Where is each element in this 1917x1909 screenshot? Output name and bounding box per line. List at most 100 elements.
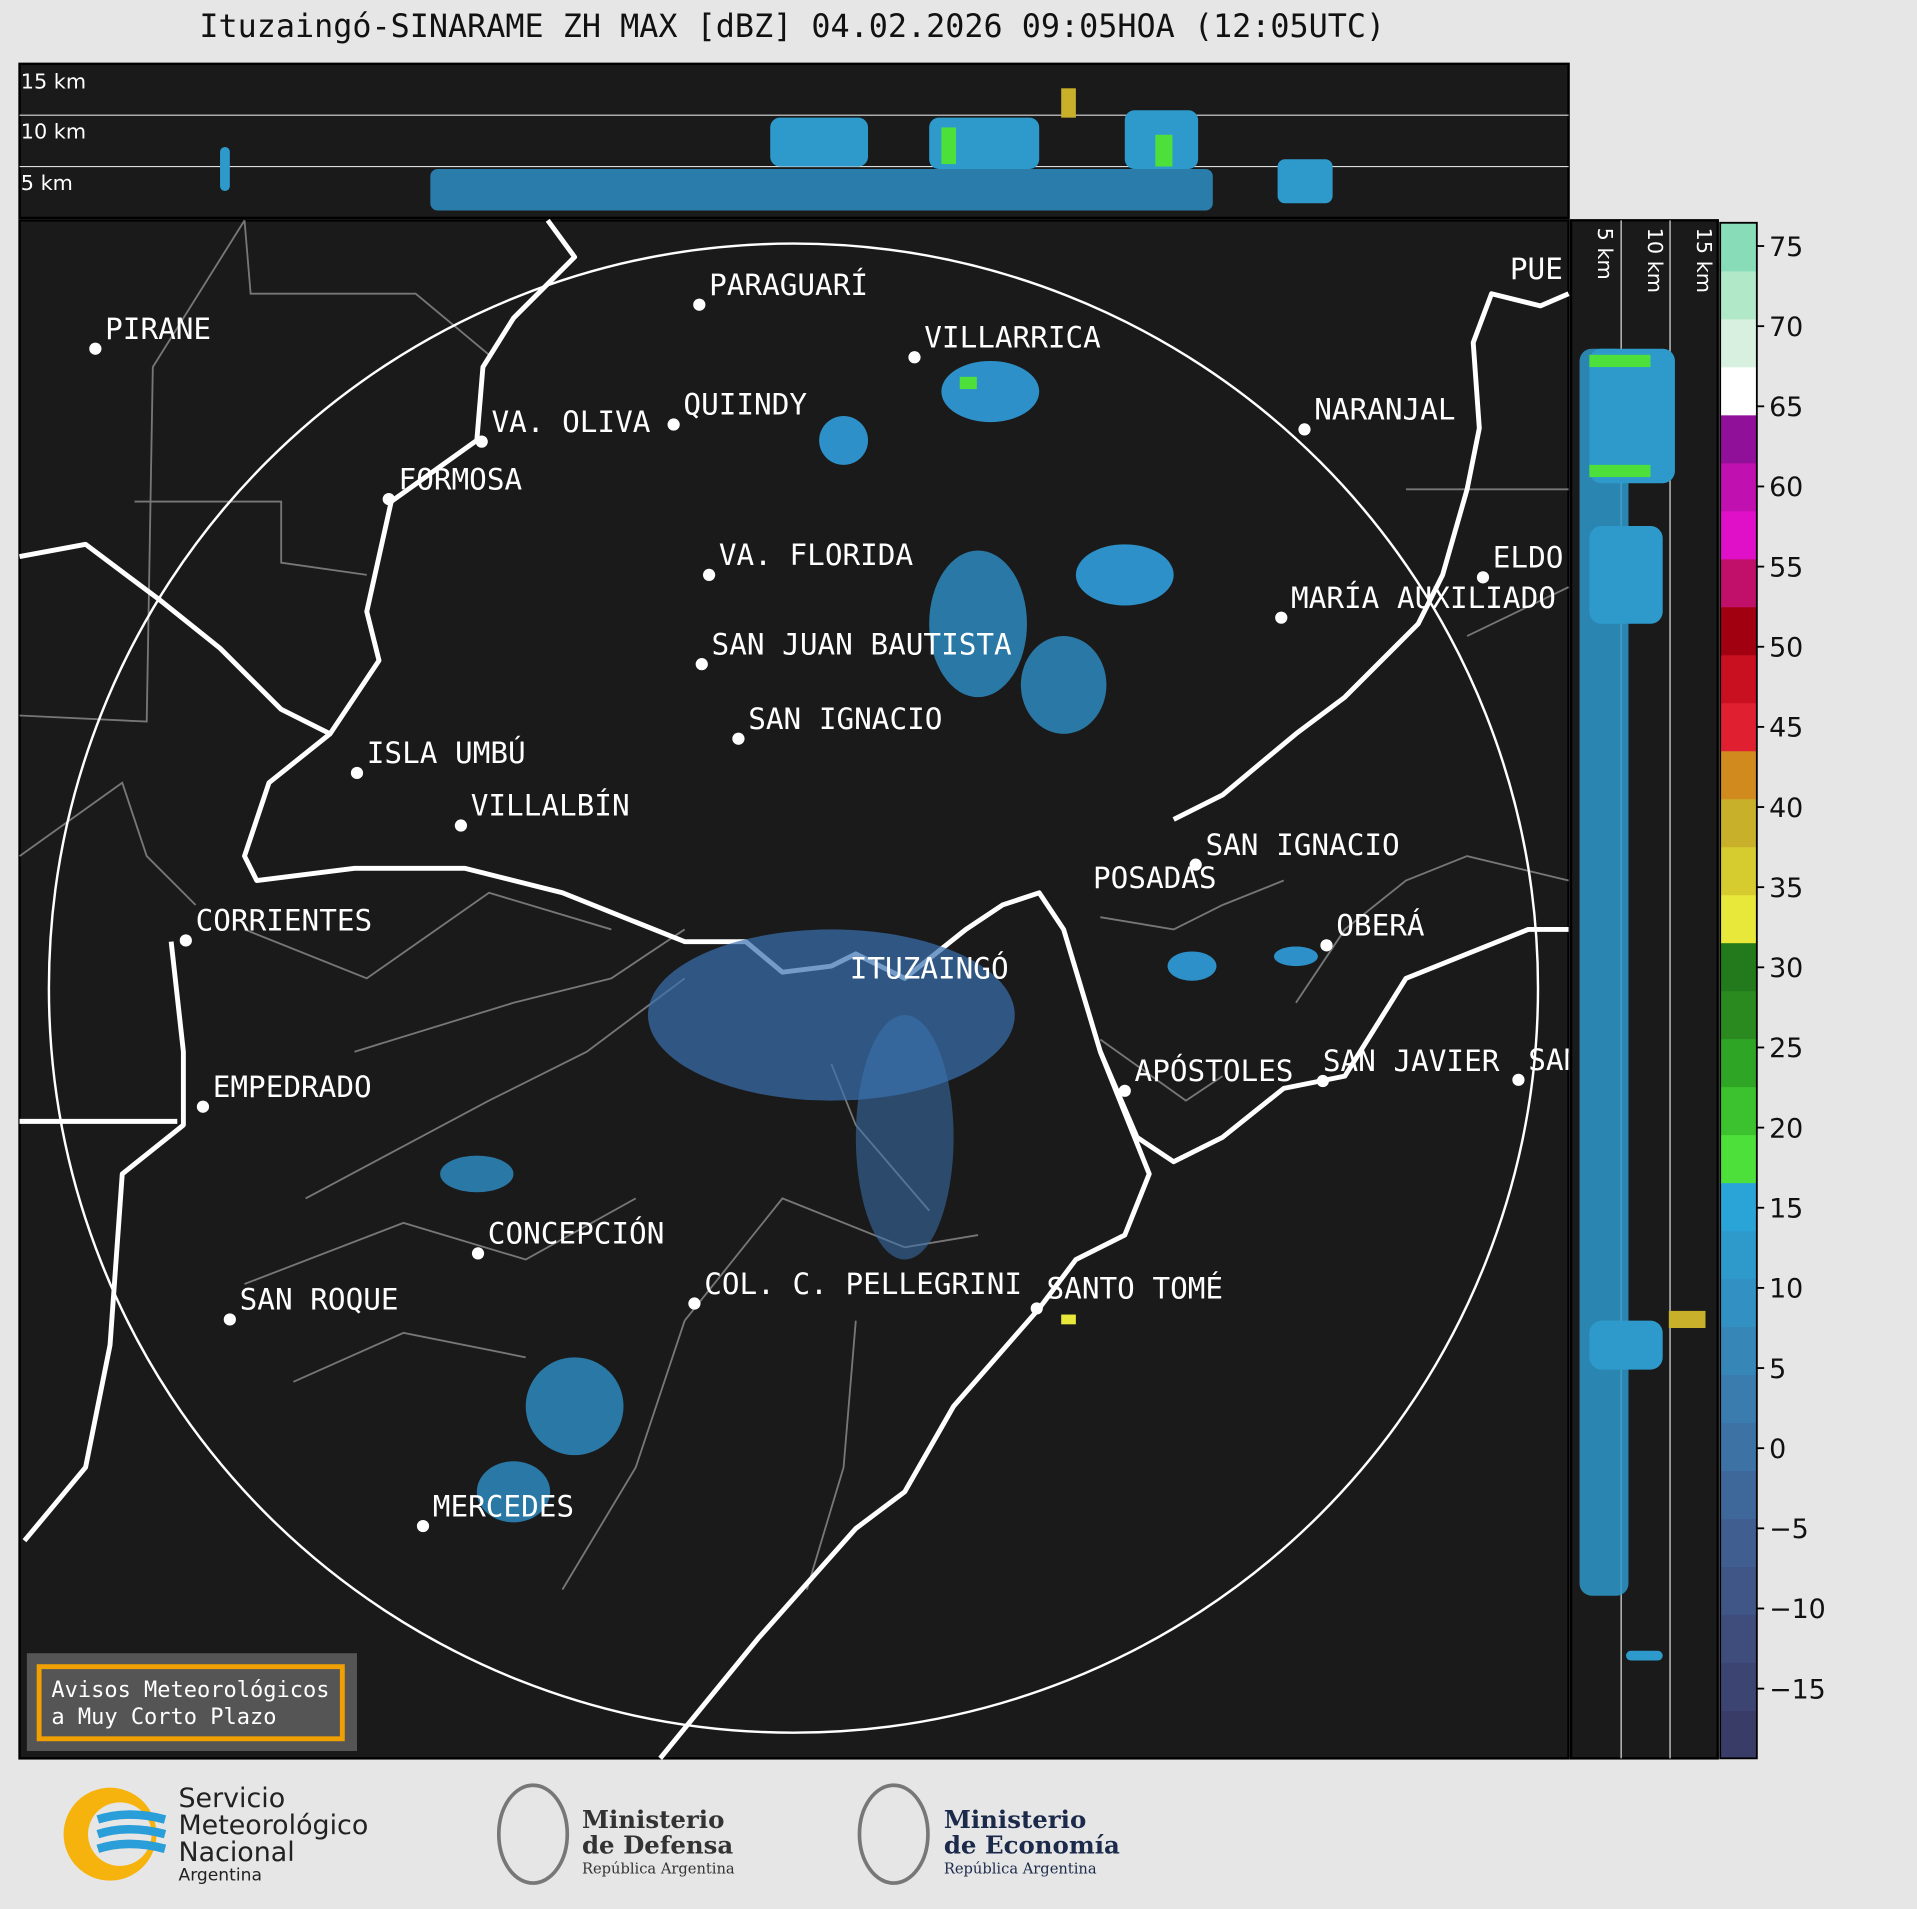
colorbar-band [1720,1566,1757,1615]
city-label: APÓSTOLES [1135,1052,1294,1088]
city-label: PIRANE [105,312,211,346]
colorbar-band [1720,1326,1757,1376]
colorbar-band [1720,1134,1757,1184]
smn-logo [63,1787,167,1881]
height-label: 5 km [1593,228,1617,280]
logo-text: Ministerio [944,1805,1086,1834]
city-marker [1118,1084,1131,1097]
city-label: QUIINDY [683,388,807,422]
city-label: EMPEDRADO [213,1070,372,1104]
coat-of-arms [496,1783,570,1885]
city-label: SANTO TOMÉ [1047,1271,1224,1306]
colorbar-tick-label: 55 [1769,552,1803,583]
colorbar-band [1720,558,1757,608]
city-marker [1476,571,1490,584]
city-label: CONCEPCIÓN [488,1215,665,1251]
colorbar-tick-label: 15 [1769,1194,1803,1225]
side-echoes [1579,348,1706,1661]
colorbar-tick-label: 0 [1769,1434,1786,1465]
colorbar-band [1720,798,1757,848]
colorbar-tick-label: −5 [1769,1514,1809,1545]
city-label: SAN IGNACIO [1205,828,1399,862]
colorbar-tick-label: 50 [1769,633,1803,664]
range-ring [47,242,1540,1734]
colorbar-frame [1719,221,1758,1760]
warning-frame [36,1664,345,1742]
logo-text: República Argentina [944,1860,1097,1877]
city-marker [1189,858,1202,871]
colorbar-band [1720,1374,1757,1424]
colorbar-band [1720,1662,1757,1711]
logo-text: Meteorológico [178,1810,368,1841]
city-marker [1320,939,1333,952]
colorbar-tick-label: 10 [1769,1274,1803,1305]
logo-text: Nacional [178,1837,294,1868]
city-label: ELDO [1493,541,1564,575]
colorbar-band [1720,1230,1757,1280]
city-marker [1298,423,1311,436]
city-label: PUE [1510,252,1563,286]
colorbar-tick-label: 20 [1769,1113,1803,1144]
colorbar-band [1720,366,1757,416]
height-label: 5 km [21,171,73,195]
colorbar-band [1720,1710,1757,1759]
city-label: MERCEDES [433,1489,574,1523]
logo-text: de Economía [944,1831,1120,1860]
colorbar-tick-label: −10 [1769,1594,1826,1625]
city-marker [223,1313,236,1326]
colorbar-band [1720,270,1757,320]
city-label: ITUZAINGÓ [850,949,1009,985]
city-layer: PIRANE PARAGUARÍ VILLARRICA VA. OLIVA QUIIND… [89,252,1569,1533]
city-label: COL. C. PELLEGRINI [704,1267,1022,1301]
colorbar-band [1720,702,1757,752]
city-label: VILLALBÍN [471,788,630,823]
city-marker [89,342,102,355]
colorbar-band [1720,318,1757,368]
colorbar-band [1720,1278,1757,1328]
city-label: VA. FLORIDA [719,538,914,572]
warning-text: a Muy Corto Plazo [51,1705,276,1730]
colorbar-tick-label: −15 [1769,1674,1826,1705]
height-label: 10 km [1643,228,1667,293]
colorbar-band [1720,990,1757,1040]
city-label: PARAGUARÍ [709,267,868,302]
city-marker [196,1100,210,1113]
colorbar-tick-label: 30 [1769,953,1803,984]
city-marker [1512,1073,1525,1086]
city-marker [475,435,488,448]
colorbar-band [1720,606,1757,656]
colorbar-tick-label: 40 [1769,793,1803,824]
city-marker [1030,1302,1043,1315]
city-label: SAN IGNACIO [748,702,942,736]
colorbar-band [1720,654,1757,704]
colorbar-band [1720,510,1757,560]
colorbar-band [1720,942,1757,992]
colorbar-tick-label: 25 [1769,1033,1803,1064]
colorbar-band [1720,462,1757,512]
height-label: 10 km [21,119,86,143]
city-label: VILLARRICA [924,320,1101,354]
warning-text: Avisos Meteorológicos [51,1678,329,1703]
colorbar-tick-label: 35 [1769,873,1803,904]
colorbar-tick-label: 5 [1769,1354,1786,1385]
city-label: POSADAS [1093,861,1217,895]
title: Ituzaingó-SINARAME ZH MAX [dBZ] 04.02.20… [199,9,1385,45]
logo-text: Argentina [178,1866,261,1886]
warning-box[interactable] [26,1653,357,1752]
colorbar-tick-label: 75 [1769,232,1803,263]
city-label: ISLA UMBÚ [367,734,526,770]
city-marker [471,1247,485,1260]
city-marker [350,766,364,780]
logo-text: Servicio [178,1783,285,1814]
borders [19,219,1569,1591]
city-label: FORMOSA [399,462,523,496]
city-label: SAN JUAN BAUTISTA [712,627,1013,661]
city-label: VA. OLIVA [491,405,650,439]
top-echoes [220,88,1333,211]
echoes [440,360,1318,1523]
city-label: SAN ROQUE [240,1283,399,1317]
colorbar-tick-label: 65 [1769,392,1803,423]
height-label: 15 km [1692,228,1716,293]
height-label: 15 km [21,69,86,93]
colorbar-band [1720,1470,1757,1520]
